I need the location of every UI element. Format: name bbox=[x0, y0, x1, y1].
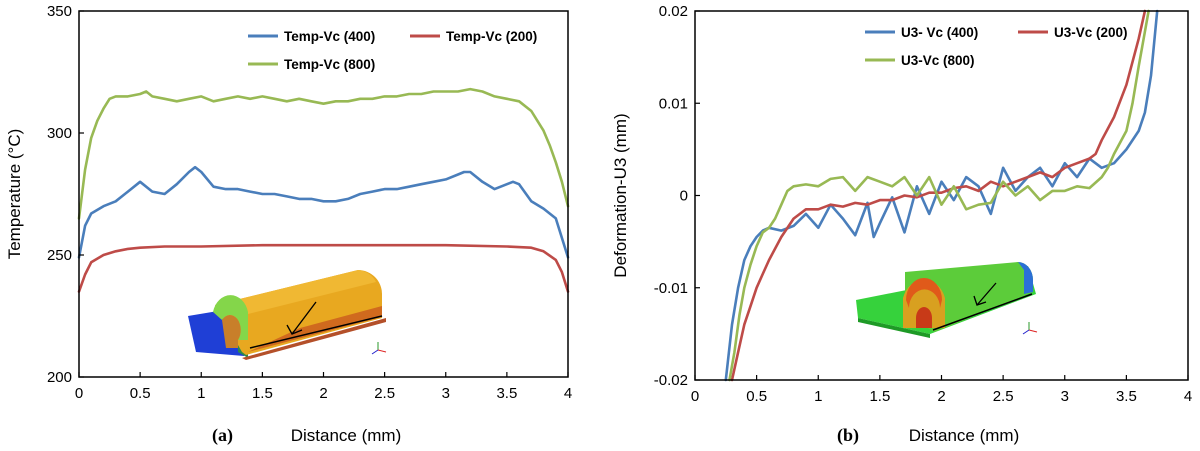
deformation-chart: 0 0.5 1 1.5 2 2.5 3 3.5 4 -0.02 -0.01 0 0.01 0.02 Dist… bbox=[611, 3, 1192, 446]
temp-y-tick-label: 300 bbox=[47, 125, 72, 142]
temp-x-tick-label: 1 bbox=[197, 385, 205, 402]
deformation-series-group bbox=[724, 9, 1159, 382]
temp-legend-label-2: Temp-Vc (200) bbox=[446, 29, 537, 44]
u3-y-axis-label: Deformation-U3 (mm) bbox=[611, 113, 630, 277]
temp-x-tick-label: 2.5 bbox=[374, 385, 395, 402]
temp-x-tick-label: 3 bbox=[442, 385, 450, 402]
temp-series-line-3 bbox=[77, 87, 570, 220]
u3-y-tick-label: -0.02 bbox=[654, 372, 688, 389]
temperature-legend: Temp-Vc (400) Temp-Vc (200) Temp-Vc (800) bbox=[248, 29, 537, 72]
temperature-axes: 0 0.5 1 1.5 2 2.5 3 3.5 4 200 250 300 350 Distance (m… bbox=[5, 3, 572, 445]
temp-x-tick-label: 3.5 bbox=[496, 385, 517, 402]
temp-x-axis-label: Distance (mm) bbox=[291, 426, 402, 445]
u3-x-tick-label: 2 bbox=[937, 388, 945, 405]
u3-series-line-3 bbox=[728, 9, 1150, 382]
temp-y-tick-label: 350 bbox=[47, 3, 72, 20]
panel-label-a: (a) bbox=[212, 425, 233, 446]
temp-legend-label-1: Temp-Vc (400) bbox=[284, 29, 375, 44]
u3-x-tick-label: 0.5 bbox=[746, 388, 767, 405]
u3-y-tick-label: 0.02 bbox=[659, 3, 688, 20]
temp-x-tick-label: 1.5 bbox=[252, 385, 273, 402]
u3-x-tick-label: 4 bbox=[1184, 388, 1192, 405]
temperature-chart: 0 0.5 1 1.5 2 2.5 3 3.5 4 200 250 300 350 Distance (m… bbox=[5, 3, 572, 446]
workpiece-model-inset-image bbox=[856, 262, 1038, 338]
temperature-series-group bbox=[77, 87, 570, 293]
u3-y-tick-label: 0 bbox=[680, 188, 688, 205]
u3-x-tick-label: 1 bbox=[814, 388, 822, 405]
temp-x-tick-label: 0.5 bbox=[130, 385, 151, 402]
deformation-axes: 0 0.5 1 1.5 2 2.5 3 3.5 4 -0.02 -0.01 0 0.01 0.02 Dist… bbox=[611, 3, 1192, 445]
u3-legend-label-1: U3- Vc (400) bbox=[901, 25, 978, 40]
deformation-legend: U3- Vc (400) U3-Vc (200) U3-Vc (800) bbox=[865, 25, 1128, 68]
temp-series-line-1 bbox=[77, 165, 570, 259]
temp-legend-label-3: Temp-Vc (800) bbox=[284, 57, 375, 72]
temp-x-tick-label: 2 bbox=[319, 385, 327, 402]
u3-x-tick-label: 3 bbox=[1061, 388, 1069, 405]
temp-y-tick-label: 200 bbox=[47, 369, 72, 386]
u3-y-tick-label: -0.01 bbox=[654, 280, 688, 297]
temp-x-tick-label: 0 bbox=[75, 385, 83, 402]
u3-series-line-2 bbox=[730, 9, 1147, 382]
u3-legend-label-2: U3-Vc (200) bbox=[1054, 25, 1128, 40]
u3-x-tick-label: 0 bbox=[691, 388, 699, 405]
u3-x-tick-label: 3.5 bbox=[1116, 388, 1137, 405]
u3-x-tick-label: 2.5 bbox=[993, 388, 1014, 405]
temp-x-tick-label: 4 bbox=[564, 385, 572, 402]
temp-y-axis-label: Temperature (°C) bbox=[5, 129, 24, 260]
tool-model-inset-image bbox=[188, 270, 387, 360]
temp-series-line-2 bbox=[77, 243, 570, 293]
u3-legend-label-3: U3-Vc (800) bbox=[901, 53, 975, 68]
u3-x-tick-label: 1.5 bbox=[869, 388, 890, 405]
temp-y-tick-label: 250 bbox=[47, 247, 72, 264]
u3-y-tick-label: 0.01 bbox=[659, 95, 688, 112]
u3-x-axis-label: Distance (mm) bbox=[909, 426, 1020, 445]
panel-label-b: (b) bbox=[837, 425, 859, 446]
